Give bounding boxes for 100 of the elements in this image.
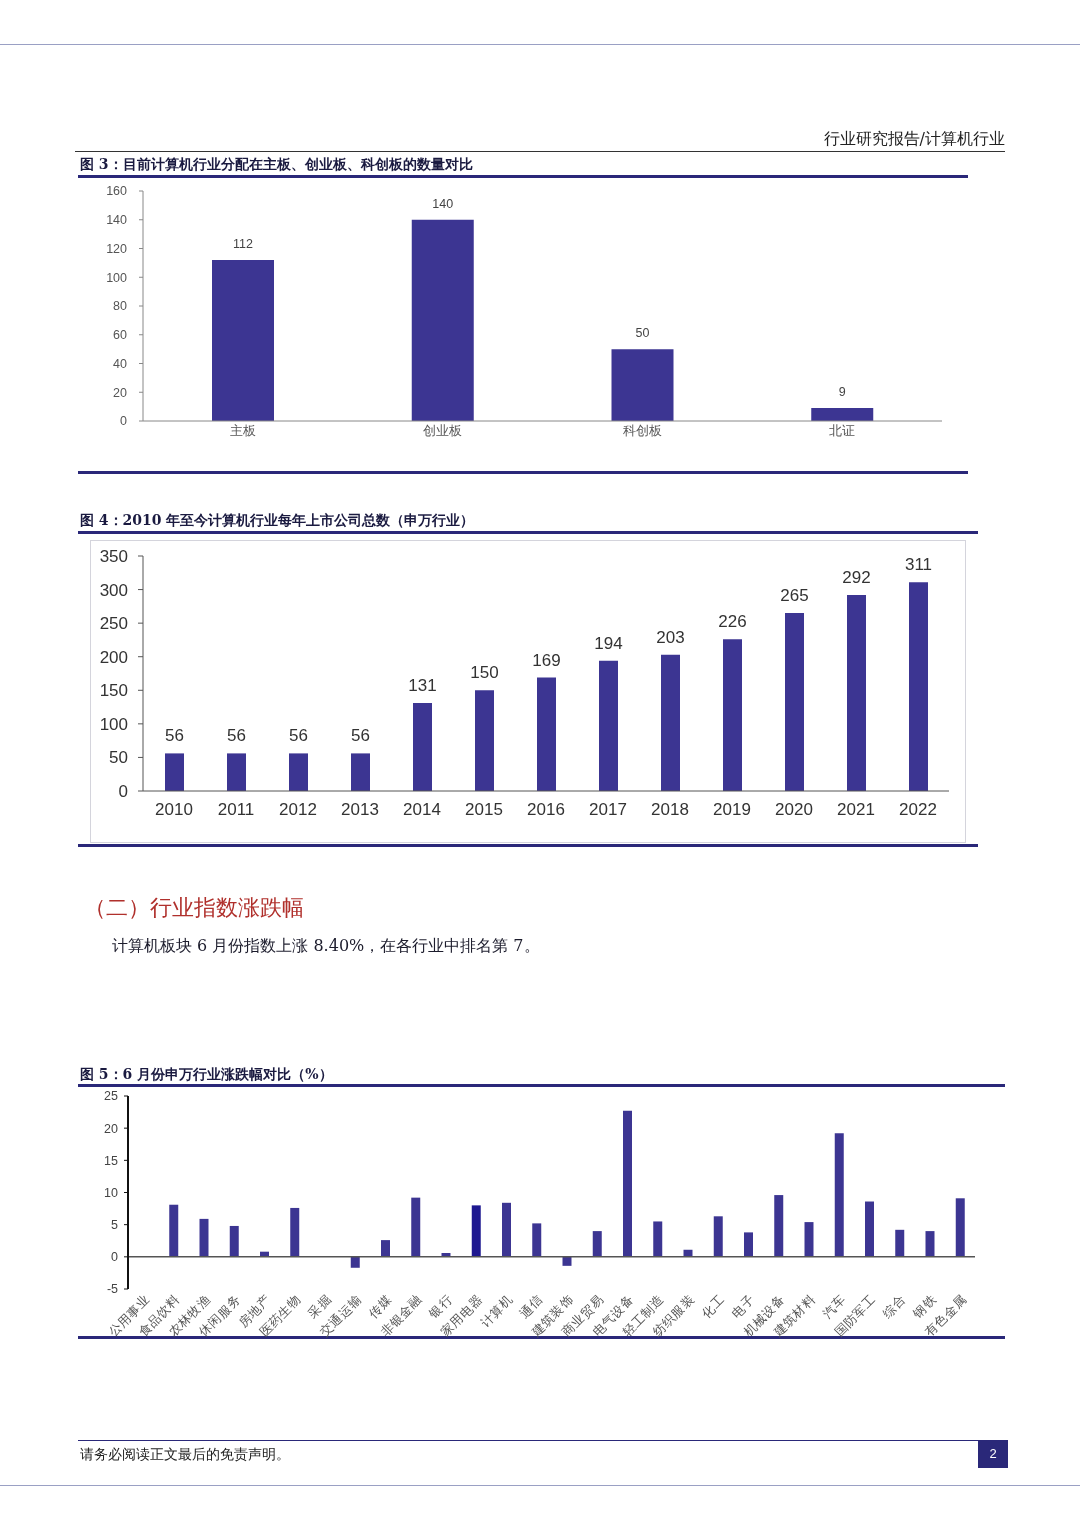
- bar: [834, 1133, 844, 1257]
- y-tick-label: 100: [106, 270, 128, 285]
- data-label: 226: [718, 612, 747, 632]
- x-tick-label: 创业板: [423, 422, 463, 438]
- bar: [413, 703, 432, 791]
- data-label: 194: [594, 633, 623, 653]
- y-tick-label: 80: [113, 299, 128, 314]
- x-tick-label: 2020: [775, 800, 813, 820]
- bar: [895, 1229, 905, 1257]
- data-label: 56: [289, 726, 308, 746]
- data-label: 112: [233, 237, 254, 251]
- x-tick-label: 综合: [879, 1291, 909, 1321]
- bar: [471, 1205, 481, 1257]
- data-label: 56: [227, 726, 246, 746]
- data-label: 56: [351, 726, 370, 746]
- bar: [290, 1207, 300, 1257]
- bar: [865, 1201, 874, 1257]
- y-tick-label: -5: [106, 1282, 119, 1297]
- y-tick-label: 0: [118, 782, 128, 802]
- bar: [169, 1204, 179, 1257]
- data-label: 292: [842, 567, 871, 587]
- y-tick-label: 20: [113, 385, 128, 400]
- bar: [653, 1221, 663, 1257]
- x-tick-label: 化工: [698, 1291, 728, 1321]
- bar: [847, 594, 866, 791]
- data-label: 131: [408, 676, 437, 696]
- data-label: 140: [432, 196, 454, 211]
- y-tick-label: 60: [113, 328, 128, 343]
- bar: [229, 1225, 239, 1257]
- bar: [804, 1222, 814, 1257]
- y-tick-label: 300: [99, 580, 128, 600]
- x-tick-label: 2022: [899, 800, 937, 820]
- y-tick-label: 25: [104, 1089, 119, 1104]
- data-label: 169: [532, 650, 561, 670]
- bar: [611, 349, 674, 421]
- y-tick-label: 120: [106, 241, 128, 256]
- text: 请务必阅读正文最后的免责声明。: [78, 1440, 978, 1468]
- x-tick-label: 2010: [155, 800, 193, 820]
- y-tick-label: 250: [99, 614, 128, 634]
- bar: [411, 1197, 421, 1257]
- bar: [661, 654, 680, 791]
- y-tick-label: 0: [120, 414, 128, 429]
- bar: [381, 1240, 390, 1257]
- y-tick-label: 20: [104, 1121, 119, 1136]
- chart-title: 图 3：目前计算机行业分配在主板、创业板、科创板的数量对比: [78, 153, 968, 178]
- y-tick-label: 0: [111, 1250, 119, 1265]
- y-tick-label: 100: [99, 714, 128, 734]
- y-tick-label: 160: [106, 184, 128, 199]
- bar: [475, 690, 494, 791]
- x-tick-label: 2018: [651, 800, 689, 820]
- text: 计算机板块 6 月份指数上涨 8.40%，在各行业中排名第 7。: [111, 935, 541, 957]
- bar: [774, 1195, 784, 1257]
- data-label: 311: [904, 555, 933, 575]
- bar: [212, 260, 274, 421]
- chart-title: 图 4：2010 年至今计算机行业每年上市公司总数（申万行业）: [78, 510, 978, 534]
- x-tick-label: 北证: [829, 422, 856, 438]
- y-tick-label: 140: [106, 213, 128, 228]
- bar: [502, 1202, 511, 1257]
- y-tick-label: 15: [104, 1153, 119, 1168]
- bar: [909, 582, 928, 791]
- bar: [723, 639, 742, 791]
- y-tick-label: 5: [111, 1218, 119, 1233]
- y-tick-label: 200: [99, 647, 128, 667]
- text: 2: [978, 1440, 1008, 1468]
- text: （二）行业指数涨跌幅: [84, 894, 305, 922]
- bar: [811, 408, 874, 421]
- y-tick-label: 40: [113, 356, 128, 371]
- x-tick-label: 科创板: [622, 422, 662, 438]
- bar: [785, 613, 804, 791]
- y-tick-label: 10: [104, 1185, 119, 1200]
- bar: [351, 753, 370, 791]
- bar: [537, 677, 556, 791]
- data-label: 150: [470, 663, 499, 683]
- bar: [713, 1216, 723, 1257]
- bar: [350, 1256, 360, 1268]
- data-label: 56: [165, 726, 184, 746]
- bar: [165, 753, 184, 791]
- x-tick-label: 2013: [341, 800, 379, 820]
- x-tick-label: 2015: [465, 800, 503, 820]
- y-tick-label: 350: [99, 547, 128, 567]
- bar: [623, 1110, 632, 1257]
- bar: [925, 1231, 935, 1257]
- bar: [592, 1231, 602, 1257]
- text: 行业研究报告/计算机行业: [823, 129, 1005, 148]
- x-tick-label: 2019: [713, 800, 751, 820]
- data-label: 9: [838, 385, 846, 400]
- data-label: 203: [656, 627, 685, 647]
- chart-title: 图 5：6 月份申万行业涨跌幅对比（%）: [78, 1064, 1005, 1087]
- x-tick-label: 2021: [837, 800, 875, 820]
- bar: [227, 753, 246, 791]
- bar: [199, 1218, 209, 1257]
- y-tick-label: 50: [109, 748, 128, 768]
- y-tick-label: 150: [99, 681, 128, 701]
- bar: [744, 1232, 753, 1257]
- x-tick-label: 2017: [589, 800, 627, 820]
- x-tick-label: 2012: [279, 800, 317, 820]
- x-tick-label: 主板: [229, 422, 256, 438]
- bar: [599, 660, 618, 791]
- bar: [532, 1223, 542, 1257]
- x-tick-label: 2016: [527, 800, 565, 820]
